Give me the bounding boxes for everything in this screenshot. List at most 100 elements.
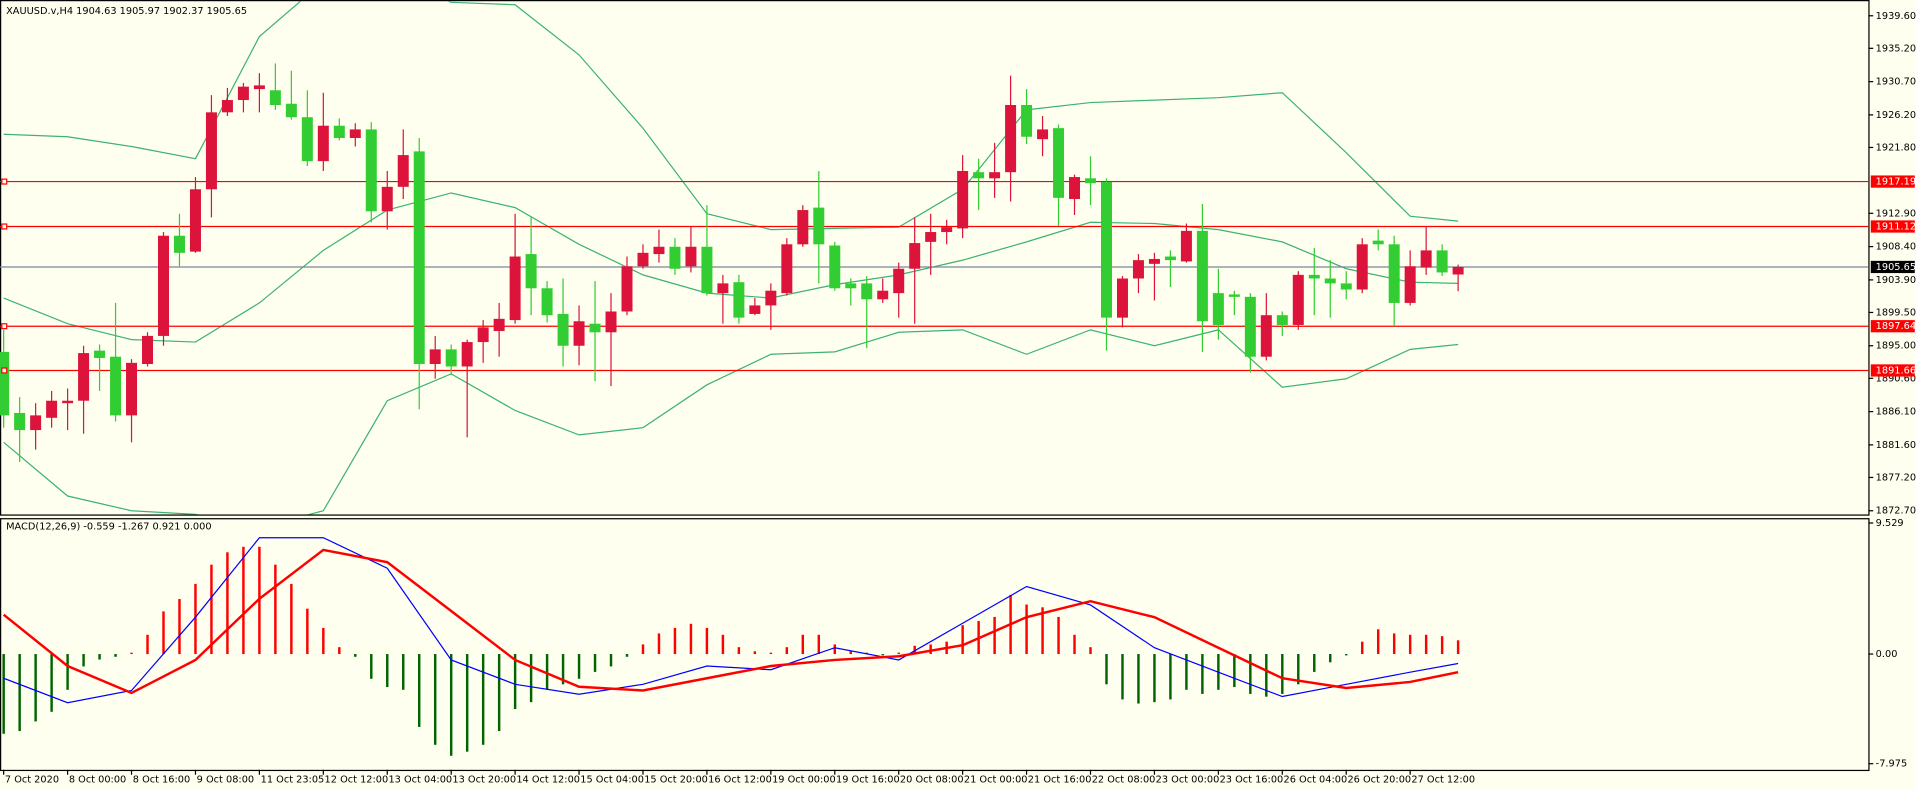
macd-bar	[465, 654, 469, 752]
candle-body	[413, 151, 425, 365]
candle-body	[157, 235, 169, 336]
macd-bar	[226, 552, 229, 655]
candle-body	[397, 155, 409, 187]
candle-body	[1260, 315, 1272, 357]
macd-bar	[801, 634, 805, 655]
macd-bar	[98, 654, 101, 660]
candle-body	[1436, 250, 1448, 273]
candle-body	[429, 349, 441, 365]
candle-body	[669, 246, 681, 269]
macd-bar	[1041, 607, 1044, 655]
candle-body	[1404, 266, 1416, 303]
macd-bar	[1376, 629, 1380, 655]
candle-body	[605, 311, 617, 333]
y-tick-label: 1872.70	[1876, 506, 1916, 517]
candle-body	[0, 351, 10, 416]
macd-bar	[322, 627, 325, 655]
macd-bar	[993, 616, 996, 655]
x-tick-label: 13 Oct 04:00	[388, 775, 452, 786]
bollinger-band	[3, 1, 1459, 231]
macd-bar	[146, 634, 149, 655]
level-label-box	[1870, 175, 1915, 188]
macd-bar	[929, 644, 932, 655]
x-tick-label: 11 Oct 23:05	[261, 775, 325, 786]
macd-bar	[1265, 654, 1268, 697]
candle-body	[845, 283, 857, 289]
candle-body	[78, 353, 90, 401]
candle-body	[749, 305, 761, 314]
candle-body	[317, 125, 329, 162]
candle-body	[477, 327, 489, 343]
macd-bar	[50, 654, 53, 712]
candle-body	[493, 318, 505, 332]
macd-bar	[1297, 654, 1300, 685]
price-pane	[0, 0, 1870, 516]
macd-plot	[2, 537, 1460, 756]
candle-body	[573, 321, 585, 346]
y-tick-label: 1877.20	[1876, 472, 1916, 483]
candle-body	[1085, 178, 1097, 184]
candle-body	[1324, 278, 1336, 284]
candle-body	[1340, 283, 1352, 290]
candle-body	[1069, 177, 1081, 200]
candle-body	[1164, 256, 1176, 261]
candle-body	[94, 350, 106, 358]
candle-body	[653, 246, 665, 255]
candle-body	[349, 129, 361, 138]
macd-bar	[130, 652, 133, 655]
price-label-box	[1870, 260, 1915, 274]
x-tick-label: 16 Oct 12:00	[708, 775, 772, 786]
candle-body	[189, 189, 201, 252]
x-tick-label: 15 Oct 20:00	[644, 775, 708, 786]
macd-bar	[18, 654, 21, 732]
macd-bar	[1057, 616, 1060, 655]
macd-line	[2, 548, 1459, 695]
macd-bar	[34, 654, 37, 722]
macd-bar	[769, 652, 773, 655]
x-tick-label: 26 Oct 04:00	[1284, 775, 1348, 786]
candle-body	[541, 288, 553, 316]
macd-bar	[785, 647, 789, 655]
macd-bar	[449, 654, 453, 756]
x-tick-label: 19 Oct 00:00	[772, 775, 836, 786]
candle-body	[285, 103, 297, 118]
candle-body	[1420, 250, 1432, 268]
macd-bar	[194, 583, 197, 655]
candle-body	[221, 100, 233, 113]
candle-body	[1053, 128, 1065, 198]
macd-bar	[1137, 654, 1140, 704]
macd-bar	[705, 627, 709, 655]
macd-bar	[753, 651, 757, 655]
candle-body	[173, 235, 185, 253]
macd-bar	[1281, 654, 1284, 694]
candle-body	[333, 125, 345, 138]
candle-body	[701, 246, 713, 294]
macd-bar	[529, 654, 533, 703]
x-tick-label: 8 Oct 16:00	[133, 775, 190, 786]
macd-bar	[913, 645, 916, 655]
macd-bar	[897, 652, 900, 655]
macd-bar	[577, 654, 581, 679]
axes: 1939.60 1935.20 1930.70 1926.20 1921.80 1912.…	[1, 11, 1916, 786]
macd-bar	[1073, 634, 1076, 655]
candle-body	[237, 86, 249, 101]
candle-body	[829, 245, 841, 289]
y-tick-label: 1895.00	[1876, 341, 1916, 352]
macd-bar	[1345, 654, 1348, 656]
candle-body	[30, 415, 42, 431]
macd-bar	[290, 583, 293, 655]
y-tick-label: 1886.10	[1876, 407, 1916, 418]
macd-bar	[82, 654, 85, 667]
macd-bar	[354, 654, 357, 657]
candle-body	[1037, 129, 1049, 140]
macd-bar	[673, 627, 677, 655]
candle-body	[126, 362, 138, 416]
level-marker	[1, 178, 8, 185]
y-tick-label: 1921.80	[1876, 142, 1916, 153]
candle-body	[1196, 230, 1208, 322]
candle-body	[909, 243, 921, 269]
y-tick-label: 1926.20	[1876, 110, 1916, 121]
candle-body	[1228, 294, 1240, 297]
level-label-box	[1870, 320, 1915, 333]
candle-body	[957, 170, 969, 229]
